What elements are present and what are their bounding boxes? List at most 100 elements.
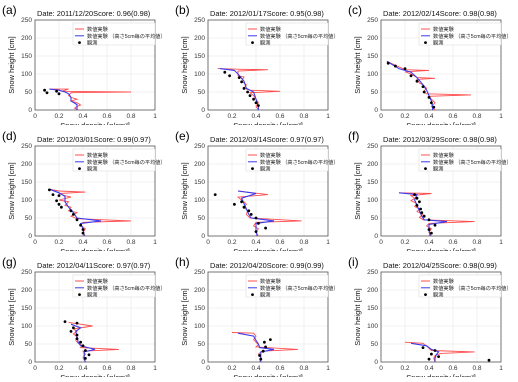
x-tick-label: 0.4 <box>424 239 433 246</box>
obs-point <box>413 193 416 196</box>
obs-point <box>84 357 87 360</box>
obs-point <box>427 228 431 231</box>
plot-frame <box>207 145 329 237</box>
series-line-model <box>398 192 475 237</box>
x-axis-label: Snow density [g/cm³] <box>233 373 303 377</box>
y-tick-label: 150 <box>194 305 205 312</box>
y-tick-label: 0 <box>28 233 32 240</box>
obs-point <box>432 105 436 109</box>
x-tick-label: 0.2 <box>227 113 236 120</box>
y-tick-label: 0 <box>201 359 205 366</box>
y-tick-label: 100 <box>367 197 378 204</box>
panel-title: Date: 2011/12/20Score: 0.96(0.98) <box>37 9 150 18</box>
obs-point <box>45 91 49 95</box>
panel-title: Date: 2012/04/11Score: 0.97(0.97) <box>37 261 150 270</box>
x-tick-label: 0.8 <box>126 113 135 120</box>
y-tick-label: 250 <box>194 17 205 24</box>
obs-point <box>48 188 51 192</box>
chart-svg: 0 0.2 0.4 0.6 0.8 1 0 50 100 150 200 250 Snow densit… <box>348 129 512 256</box>
obs-point <box>75 321 79 325</box>
y-axis-label: Snow height [cm] <box>353 36 362 94</box>
panel-label: (g) <box>2 255 17 269</box>
obs-point <box>75 337 79 340</box>
y-axis-label: Snow height [cm] <box>7 36 16 94</box>
obs-point <box>415 196 419 200</box>
obs-point <box>430 231 433 235</box>
obs-point <box>254 230 258 234</box>
obs-point <box>419 207 422 211</box>
obs-point <box>242 87 246 90</box>
obs-point <box>261 349 265 353</box>
chart-svg: 0 0.2 0.4 0.6 0.8 1 0 50 100 150 200 250 Snow densit… <box>2 129 166 256</box>
y-tick-label: 200 <box>21 161 32 168</box>
obs-point <box>213 193 217 196</box>
x-tick-label: 1 <box>326 239 330 246</box>
panel-b: 0 0.2 0.4 0.6 0.8 1 0 50 100 150 200 250 Snow densit… <box>173 0 345 130</box>
legend-box <box>418 148 502 172</box>
obs-point <box>240 200 243 204</box>
y-axis-label: Snow height [cm] <box>180 288 189 346</box>
y-tick-label: 200 <box>194 161 205 168</box>
series-line-model <box>236 190 302 237</box>
y-tick-label: 0 <box>28 359 32 366</box>
y-tick-label: 50 <box>25 215 33 222</box>
plot-frame <box>207 271 329 363</box>
x-tick-label: 0.8 <box>299 113 308 120</box>
obs-point <box>248 94 252 97</box>
panel-a: 0 0.2 0.4 0.6 0.8 1 0 50 100 150 200 250 Snow densit… <box>0 0 172 130</box>
y-tick-label: 150 <box>194 53 205 60</box>
x-tick-label: 1 <box>499 239 503 246</box>
obs-point <box>257 222 260 225</box>
x-tick-label: 0.6 <box>102 365 111 372</box>
legend-swatch <box>424 41 427 44</box>
panel-c: 0 0.2 0.4 0.6 0.8 1 0 50 100 150 200 250 Snow densit… <box>346 0 518 130</box>
x-tick-label: 0.6 <box>275 239 284 246</box>
legend-label: 数値実験 <box>87 25 109 33</box>
y-tick-label: 250 <box>367 17 378 24</box>
obs-point <box>258 354 261 357</box>
obs-point <box>269 338 272 342</box>
series-line-model-avg <box>49 88 78 110</box>
legend-label: 数値実験 （高さ5cm毎の平均値） <box>433 32 512 40</box>
x-tick-label: 0.4 <box>424 365 433 372</box>
panel-title: Date: 2012/03/01Score: 0.99(0.97) <box>37 135 151 144</box>
x-axis-label: Snow density [g/cm³] <box>60 121 130 125</box>
x-tick-label: 0.6 <box>275 365 284 372</box>
obs-point <box>57 202 61 206</box>
panel-label: (h) <box>175 255 190 269</box>
plot-frame <box>380 19 502 111</box>
x-tick-label: 0 <box>379 113 383 120</box>
panel-label: (b) <box>175 3 190 17</box>
y-tick-label: 0 <box>374 107 378 114</box>
y-tick-label: 100 <box>21 71 32 78</box>
x-tick-label: 0.8 <box>472 365 481 372</box>
y-tick-label: 200 <box>367 287 378 294</box>
x-tick-label: 0.4 <box>78 113 87 120</box>
obs-point <box>433 223 437 227</box>
series-line-model <box>404 341 475 363</box>
x-tick-label: 1 <box>326 365 330 372</box>
panel-label: (d) <box>2 129 17 143</box>
obs-point <box>421 346 425 349</box>
obs-point <box>252 97 255 101</box>
obs-point <box>84 349 87 352</box>
obs-point <box>55 199 58 203</box>
y-axis-label: Snow height [cm] <box>7 162 16 220</box>
legend-box <box>418 22 502 46</box>
legend-label: 数値実験 <box>260 277 282 285</box>
y-tick-label: 150 <box>21 53 32 60</box>
y-tick-label: 100 <box>367 323 378 330</box>
obs-point <box>409 74 413 78</box>
legend-label: 観測 <box>260 291 270 299</box>
x-tick-label: 0.2 <box>54 239 63 246</box>
x-tick-label: 0.2 <box>227 365 236 372</box>
legend-swatch <box>251 293 254 296</box>
panel-label: (a) <box>2 3 17 17</box>
obs-point <box>237 76 241 79</box>
obs-point <box>430 101 433 105</box>
y-tick-label: 250 <box>367 269 378 276</box>
y-tick-label: 200 <box>21 287 32 294</box>
y-tick-label: 250 <box>194 143 205 150</box>
obs-point <box>69 330 73 333</box>
